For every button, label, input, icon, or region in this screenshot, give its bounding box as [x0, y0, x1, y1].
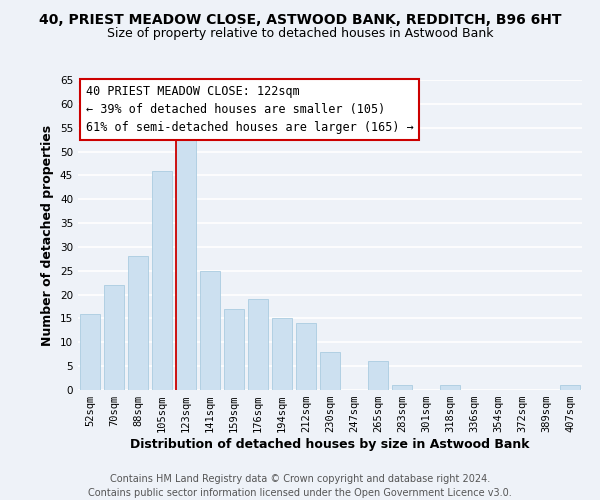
- Text: 40 PRIEST MEADOW CLOSE: 122sqm
← 39% of detached houses are smaller (105)
61% of: 40 PRIEST MEADOW CLOSE: 122sqm ← 39% of …: [86, 84, 413, 134]
- Bar: [296, 323, 316, 390]
- Bar: [320, 352, 340, 390]
- Text: Size of property relative to detached houses in Astwood Bank: Size of property relative to detached ho…: [107, 28, 493, 40]
- Bar: [200, 271, 220, 390]
- Bar: [128, 256, 148, 390]
- Bar: [224, 309, 244, 390]
- Bar: [152, 170, 172, 390]
- Bar: [272, 318, 292, 390]
- Bar: [440, 385, 460, 390]
- Y-axis label: Number of detached properties: Number of detached properties: [41, 124, 55, 346]
- Bar: [104, 285, 124, 390]
- Text: Contains HM Land Registry data © Crown copyright and database right 2024.
Contai: Contains HM Land Registry data © Crown c…: [88, 474, 512, 498]
- Bar: [368, 362, 388, 390]
- Bar: [248, 300, 268, 390]
- Text: 40, PRIEST MEADOW CLOSE, ASTWOOD BANK, REDDITCH, B96 6HT: 40, PRIEST MEADOW CLOSE, ASTWOOD BANK, R…: [39, 12, 561, 26]
- X-axis label: Distribution of detached houses by size in Astwood Bank: Distribution of detached houses by size …: [130, 438, 530, 451]
- Bar: [560, 385, 580, 390]
- Bar: [80, 314, 100, 390]
- Bar: [392, 385, 412, 390]
- Bar: [176, 132, 196, 390]
